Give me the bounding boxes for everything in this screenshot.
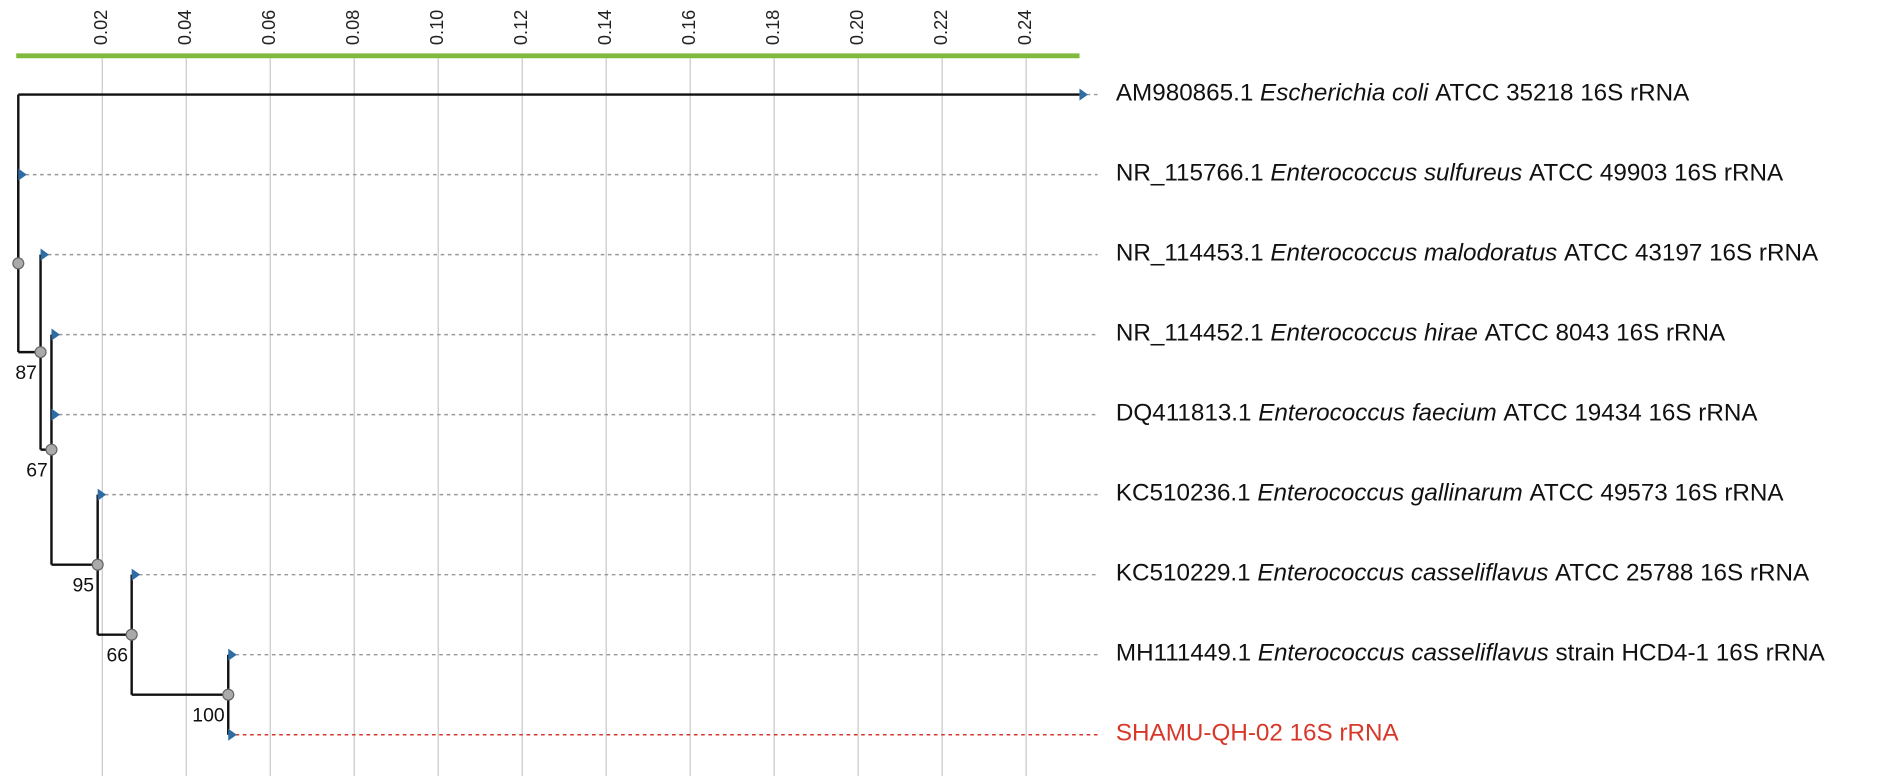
tick-label: 0.14 [595,10,615,45]
tick-label: 0.24 [1015,10,1035,45]
leaf-marker [228,648,237,661]
tick-label: 0.22 [931,10,951,45]
tick-label: 0.12 [511,10,531,45]
accession: DQ411813.1 [1116,400,1252,427]
detail: ATCC 49903 16S rRNA [1529,160,1784,187]
accession: NR_115766.1 [1116,160,1264,187]
leaf-label: KC510229.1 Enterococcus casseliflavus AT… [1116,560,1810,587]
internal-node [125,628,138,641]
node-marks [12,88,1088,741]
leaf-marker [40,248,50,261]
tick-label: 0.18 [763,10,783,45]
internal-node [12,257,25,270]
leaf-marker [97,488,107,501]
support-value: 100 [192,704,225,726]
detail: ATCC 35218 16S rRNA [1435,80,1690,107]
accession: KC510236.1 [1116,480,1251,507]
tick-label: 0.10 [427,10,447,45]
detail: strain HCD4-1 16S rRNA [1555,640,1825,667]
species: Enterococcus hirae [1270,320,1477,347]
support-value: 66 [106,644,128,666]
internal-node [91,558,104,571]
leaf-label: NR_114452.1 Enterococcus hirae ATCC 8043… [1116,320,1726,347]
detail: ATCC 49573 16S rRNA [1529,480,1784,507]
tick-label: 0.04 [175,10,195,45]
internal-node [34,346,47,359]
species: Enterococcus casseliflavus [1258,640,1549,667]
accession: NR_114453.1 [1116,240,1264,267]
species: Enterococcus faecium [1258,400,1496,427]
support-value: 95 [72,574,94,596]
species: Enterococcus gallinarum [1257,480,1522,507]
support-value: 87 [15,362,37,384]
branches [17,93,1098,736]
leaf-name: SHAMU-QH-02 16S rRNA [1116,720,1400,747]
tick-label: 0.02 [91,10,111,45]
leaf-marker [51,328,60,341]
leaf-label: KC510236.1 Enterococcus gallinarum ATCC … [1116,480,1785,507]
tick-label: 0.06 [259,10,279,45]
internal-node [45,443,58,456]
tick-label: 0.08 [343,10,363,45]
leaf-marker [51,408,60,421]
leaf-marker [18,168,27,181]
leaf-marker [131,568,141,581]
leaf-label: NR_114453.1 Enterococcus malodoratus ATC… [1116,240,1819,267]
accession: AM980865.1 [1116,80,1253,107]
leaf-label: SHAMU-QH-02 16S rRNA [1116,720,1400,747]
accession: KC510229.1 [1116,560,1251,587]
support-value: 67 [26,459,48,481]
internal-node [222,688,235,701]
tick-label: 0.16 [679,10,699,45]
species: Enterococcus malodoratus [1270,240,1557,267]
tick-label: 0.20 [847,10,867,45]
leaf-label: AM980865.1 Escherichia coli ATCC 35218 1… [1116,80,1690,107]
leaf-marker [228,728,237,741]
species: Enterococcus sulfureus [1270,160,1522,187]
leaf-label: NR_115766.1 Enterococcus sulfureus ATCC … [1116,160,1784,187]
leaf-label: DQ411813.1 Enterococcus faecium ATCC 194… [1116,400,1758,427]
accession: MH111449.1 [1116,640,1251,667]
leaf-marker [1079,88,1088,101]
detail: ATCC 8043 16S rRNA [1485,320,1726,347]
species: Escherichia coli [1260,80,1429,107]
leaf-label: MH111449.1 Enterococcus casseliflavus st… [1116,640,1826,667]
detail: ATCC 43197 16S rRNA [1564,240,1819,267]
detail: ATCC 19434 16S rRNA [1503,400,1758,427]
detail: ATCC 25788 16S rRNA [1555,560,1810,587]
species: Enterococcus casseliflavus [1257,560,1548,587]
accession: NR_114452.1 [1116,320,1264,347]
